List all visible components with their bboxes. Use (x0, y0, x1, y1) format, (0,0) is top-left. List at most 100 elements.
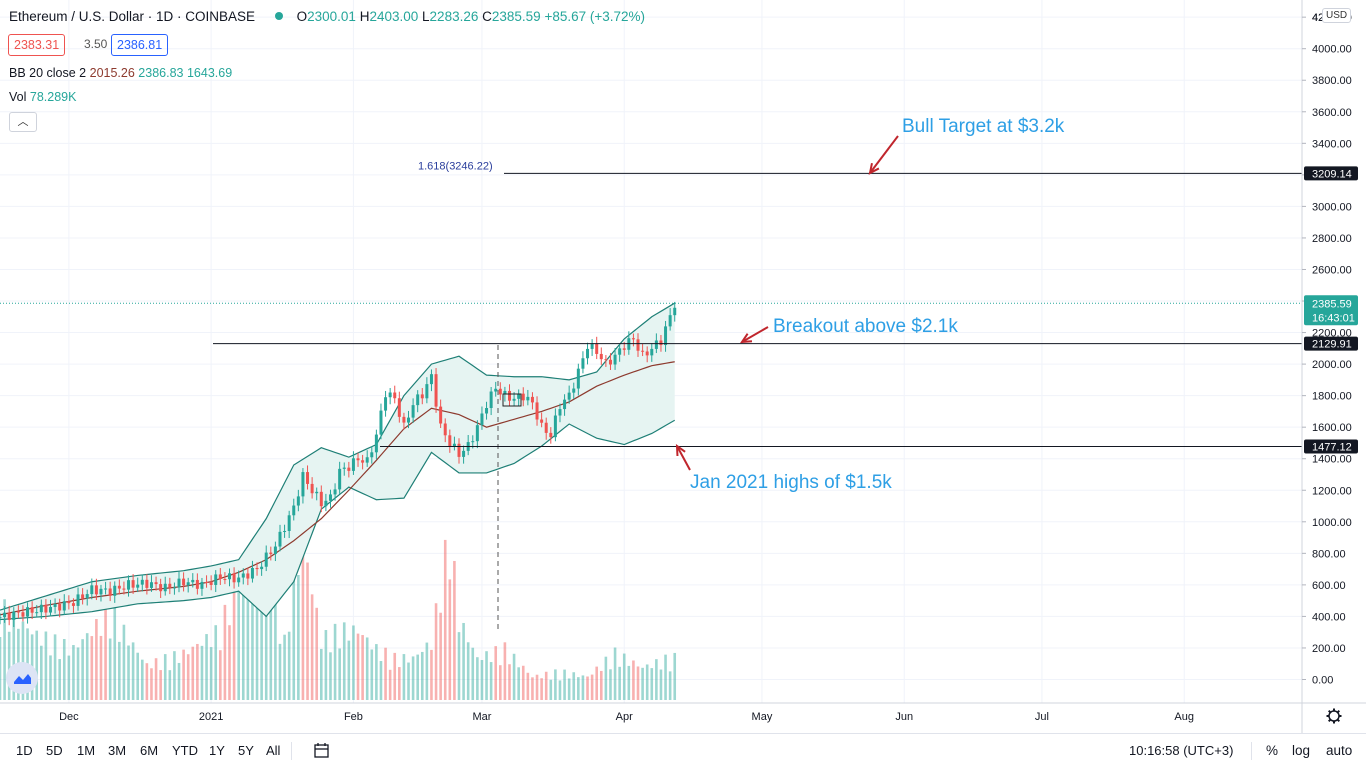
volume-bar (67, 655, 71, 700)
volume-bar (636, 666, 640, 700)
candle-body (411, 405, 415, 418)
arrow-jan-highs (675, 443, 691, 471)
candle-body (108, 588, 112, 596)
volume-bar (53, 634, 57, 700)
candle-body (553, 415, 557, 438)
volume-bar (118, 641, 121, 700)
volume-bar (375, 644, 378, 700)
volume-bar (577, 677, 580, 700)
volume-bar (393, 652, 397, 700)
vol-value: 78.289K (29, 90, 77, 104)
volume-bar (356, 633, 360, 700)
candle-body (241, 573, 245, 578)
candle-body (3, 612, 7, 618)
candle-body (498, 388, 502, 395)
candle-body (246, 573, 250, 579)
tradingview-logo[interactable] (6, 662, 38, 694)
volume-bar (44, 631, 48, 700)
timeframe-ytd[interactable]: YTD (172, 743, 198, 758)
volume-bar (645, 664, 649, 700)
volume-bar (315, 607, 319, 700)
candle-body (145, 579, 149, 588)
time-axis-label: 2021 (199, 711, 223, 723)
price-axis-label: 3400.00 (1312, 138, 1352, 150)
log-toggle[interactable]: log (1292, 743, 1311, 758)
timeframe-5d[interactable]: 5D (46, 743, 63, 758)
volume-bar (558, 680, 562, 700)
volume-bar (641, 667, 644, 700)
percent-toggle[interactable]: % (1266, 743, 1279, 758)
calendar-range-icon[interactable] (313, 742, 331, 760)
symbol-legend[interactable]: Ethereum / U.S. Dollar · 1D · COINBASE O… (9, 9, 645, 24)
volume-bar (246, 570, 250, 700)
arrow-head-icon (675, 443, 686, 457)
volume-bar (632, 660, 635, 700)
timeframe-5y[interactable]: 5Y (238, 743, 254, 758)
volume-bar (370, 649, 374, 700)
volume-bar (136, 652, 139, 700)
volume-legend[interactable]: Vol 78.289K (9, 90, 76, 104)
timeframe-1m[interactable]: 1M (77, 743, 96, 758)
candle-body (44, 604, 48, 613)
candle-body (30, 607, 34, 613)
sell-price-button[interactable]: 2383.31 (8, 34, 66, 56)
candle-body (310, 483, 314, 494)
candle-body (641, 350, 645, 352)
volume-bar (40, 645, 43, 700)
volume-bar (604, 656, 608, 700)
candle-body (452, 443, 456, 447)
toolbar-divider (291, 742, 292, 760)
price-tag-background (1304, 166, 1358, 181)
volume-bar (480, 660, 484, 700)
candle-body (425, 384, 429, 399)
candle-body (301, 472, 305, 497)
collapse-legend-button[interactable]: ︿ (9, 112, 37, 132)
candle-body (443, 423, 447, 436)
candle-body (136, 584, 140, 588)
candle-body (480, 413, 484, 426)
volume-bar (407, 662, 410, 700)
time-axis-label: Mar (472, 711, 491, 723)
timeframe-1d[interactable]: 1D (16, 743, 33, 758)
volume-bar (503, 642, 507, 700)
price-axis-label: 3800.00 (1312, 75, 1352, 87)
clock-readout[interactable]: 10:16:58 (UTC+3) (1129, 743, 1234, 758)
candle-body (558, 409, 562, 416)
price-tag-label: 1477.12 (1312, 442, 1352, 454)
timeframe-1y[interactable]: 1Y (209, 743, 225, 758)
candle-body (21, 612, 25, 617)
gear-tooth (1336, 709, 1341, 714)
candle-body (232, 573, 236, 583)
gear-icon[interactable] (1326, 708, 1342, 724)
volume-bar (531, 677, 534, 700)
timeframe-6m[interactable]: 6M (140, 743, 159, 758)
volume-bar (499, 665, 502, 700)
candle-body (273, 546, 277, 555)
volume-bar (627, 665, 631, 700)
candle-body (260, 566, 264, 570)
timeframe-3m[interactable]: 3M (108, 743, 127, 758)
candle-body (67, 601, 71, 604)
arrow-shaft (741, 326, 769, 343)
time-axis-label: Jul (1035, 711, 1049, 723)
volume-bar (159, 670, 162, 700)
auto-toggle[interactable]: auto (1326, 743, 1353, 758)
volume-bar (150, 668, 153, 700)
price-chart[interactable]: 1.618(3246.22) Bull Target at $3.2k Breako… (0, 0, 1366, 733)
low-label: L (422, 9, 430, 24)
volume-bar (508, 664, 511, 700)
candle-body (186, 582, 190, 586)
candle-body (618, 348, 622, 355)
time-axis-label: Aug (1174, 711, 1194, 723)
candle-body (540, 419, 544, 423)
currency-button[interactable]: USD (1322, 8, 1352, 23)
open-value: 2300.01 (307, 9, 356, 24)
high-label: H (359, 9, 370, 24)
candle-body (149, 582, 153, 588)
volume-bar (448, 579, 452, 700)
candle-body (517, 393, 521, 399)
buy-price-button[interactable]: 2386.81 (111, 34, 169, 56)
timeframe-all[interactable]: All (266, 743, 281, 758)
bb-legend[interactable]: BB 20 close 2 2015.26 2386.83 1643.69 (9, 66, 232, 80)
volume-bar (512, 653, 516, 700)
